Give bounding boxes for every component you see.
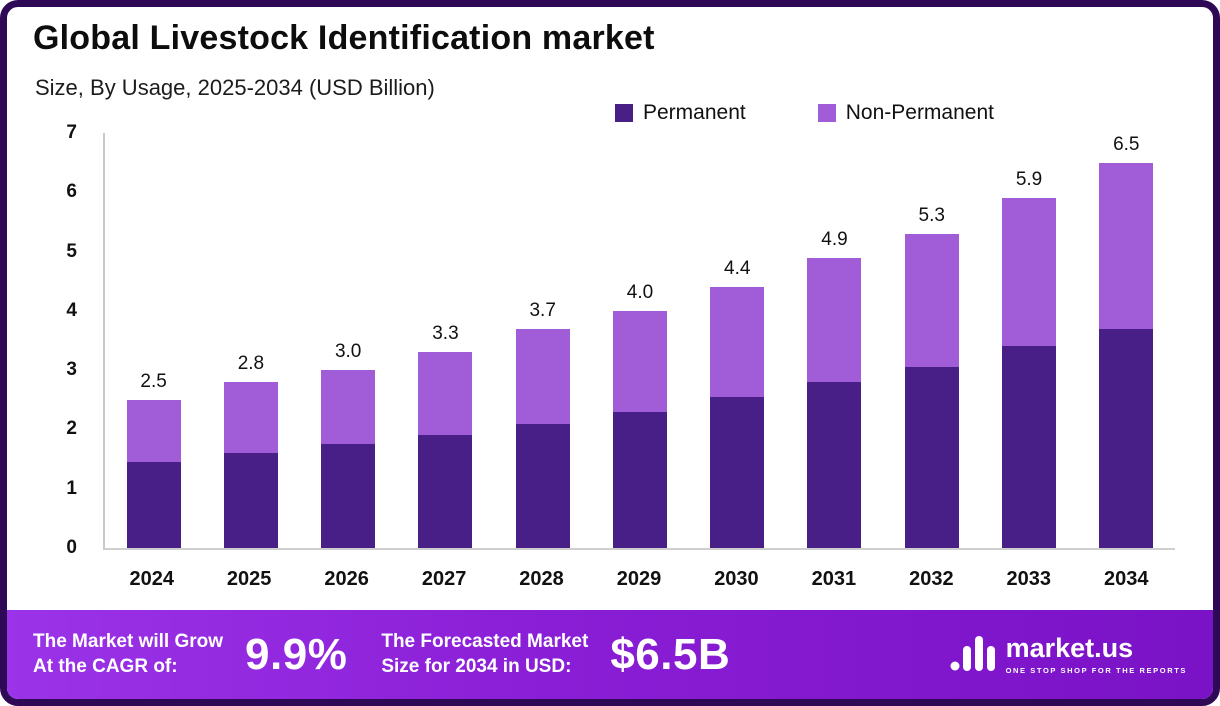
bar-segment-permanent-2034 (1099, 328, 1154, 548)
bar-total-label: 5.9 (1015, 169, 1043, 191)
x-axis-label-2029: 2029 (616, 568, 662, 590)
bar-total-label: 3.3 (432, 323, 459, 345)
bar-segment-permanent-2030 (710, 396, 765, 548)
y-tick-label: 3 (66, 359, 77, 381)
legend-swatch-icon (615, 104, 633, 122)
bar-segment-non-permanent-2027 (418, 352, 473, 436)
y-tick-label: 7 (66, 122, 77, 143)
bar-segment-permanent-2027 (418, 435, 473, 548)
forecast-value: $6.5B (610, 629, 731, 679)
bar-2026: 3.0 (300, 133, 397, 548)
x-axis-label-2027: 2027 (421, 568, 467, 590)
legend-label: Non-Permanent (845, 101, 994, 124)
bar-total-label: 4.9 (821, 228, 848, 250)
bar-total-label: 4.4 (724, 258, 751, 280)
bar-total-label: 3.0 (334, 341, 362, 363)
bar-segment-non-permanent-2026 (321, 370, 376, 445)
bar-total-label: 2.5 (140, 370, 167, 392)
bar-segment-permanent-2026 (321, 444, 376, 548)
y-tick-label: 2 (66, 418, 77, 440)
x-axis-label-2034: 2034 (1104, 568, 1149, 590)
bar-segment-permanent-2031 (807, 382, 862, 548)
bar-2024: 2.5 (105, 133, 202, 548)
forecast-label-line1: The Forecasted Market (381, 630, 589, 652)
x-axis: 2024 2025 2026 2027 2028 2029 2030 2031 2032 2033… (103, 568, 1175, 591)
bar-total-label: 3.7 (529, 299, 556, 321)
bar-2030: 4.4 (689, 133, 786, 548)
bar-segment-non-permanent-2025 (223, 382, 278, 454)
forecast-label-line2: Size for 2034 in USD: (381, 655, 572, 677)
y-tick-label: 4 (66, 299, 77, 321)
bar-segment-permanent-2033 (1002, 346, 1057, 548)
y-tick-label: 5 (66, 240, 77, 262)
x-axis-label-2030: 2030 (714, 568, 759, 590)
legend-swatch-icon (817, 104, 836, 122)
bar-segment-non-permanent-2028 (515, 328, 570, 424)
bar-segment-permanent-2025 (223, 453, 278, 548)
bar-total-label: 5.3 (918, 204, 945, 226)
bar-series: 2.5 2.8 3.0 3.3 3.7 4.0 4.4 4.9 5.3 5.9 6.5 (105, 133, 1175, 548)
legend-item-permanent: Permanent (615, 101, 746, 125)
brand-text: market.us ONE STOP SHOP FOR THE REPORTS (1005, 632, 1187, 675)
bar-segment-permanent-2029 (612, 411, 667, 548)
bar-total-label: 6.5 (1113, 133, 1140, 155)
bar-total-label: 4.0 (626, 281, 654, 303)
x-axis-label-2026: 2026 (324, 568, 369, 590)
bar-segment-non-permanent-2034 (1099, 162, 1154, 329)
bar-2027: 3.3 (397, 133, 494, 548)
bar-segment-non-permanent-2032 (904, 233, 959, 368)
bar-2031: 4.9 (786, 133, 883, 548)
y-tick-label: 6 (66, 181, 77, 203)
legend-item-non-permanent: Non-Permanent (817, 101, 994, 125)
bar-2025: 2.8 (202, 133, 299, 548)
y-tick-label: 0 (66, 537, 77, 558)
market-us-logo-icon (950, 632, 996, 677)
bar-segment-non-permanent-2029 (612, 310, 667, 412)
bar-total-label: 2.8 (237, 353, 265, 375)
x-axis-label-2024: 2024 (129, 568, 174, 590)
brand-lockup: market.us ONE STOP SHOP FOR THE REPORTS (950, 632, 1187, 677)
bar-segment-permanent-2028 (515, 423, 570, 548)
bar-2028: 3.7 (494, 133, 591, 548)
brand-tagline: ONE STOP SHOP FOR THE REPORTS (1005, 665, 1187, 675)
bar-2029: 4.0 (591, 133, 688, 548)
y-axis: 0 1 2 3 4 5 6 7 (41, 122, 89, 558)
forecast-label: The Forecasted Market Size for 2034 in U… (381, 630, 588, 679)
cagr-value: 9.9% (245, 629, 348, 679)
chart-legend: Permanent Non-Permanent (615, 101, 994, 125)
cagr-label: The Market will Grow At the CAGR of: (33, 630, 223, 679)
bar-segment-non-permanent-2030 (710, 287, 765, 397)
bar-2033: 5.9 (980, 133, 1077, 548)
bar-segment-non-permanent-2024 (126, 399, 181, 463)
x-axis-label-2028: 2028 (519, 568, 564, 590)
chart-plot-area: 0 1 2 3 4 5 6 7 2.5 2.8 3.0 3.3 3.7 4.0 4.4 4.9 5.3 5.9 6… (41, 122, 1179, 595)
x-axis-label-2032: 2032 (909, 568, 954, 590)
x-axis-label-2033: 2033 (1006, 568, 1052, 590)
bar-2032: 5.3 (883, 133, 980, 548)
brand-name: market.us (1005, 632, 1134, 663)
cagr-label-line1: The Market will Grow (33, 630, 224, 652)
x-axis-label-2025: 2025 (226, 568, 272, 590)
y-tick-label: 1 (66, 477, 77, 499)
bar-segment-non-permanent-2031 (807, 257, 862, 382)
legend-label: Permanent (643, 101, 746, 124)
stats-banner: The Market will Grow At the CAGR of: 9.9… (7, 610, 1213, 699)
bar-segment-permanent-2032 (904, 367, 959, 548)
bar-2034: 6.5 (1078, 133, 1175, 548)
bar-segment-non-permanent-2033 (1002, 198, 1057, 347)
plot: 2.5 2.8 3.0 3.3 3.7 4.0 4.4 4.9 5.3 5.9 6.5 (103, 133, 1175, 550)
x-axis-label-2031: 2031 (811, 568, 857, 590)
chart-subtitle: Size, By Usage, 2025-2034 (USD Billion) (35, 75, 435, 100)
cagr-label-line2: At the CAGR of: (33, 655, 178, 677)
bar-segment-permanent-2024 (126, 462, 181, 548)
chart-title: Global Livestock Identification market (33, 19, 655, 57)
